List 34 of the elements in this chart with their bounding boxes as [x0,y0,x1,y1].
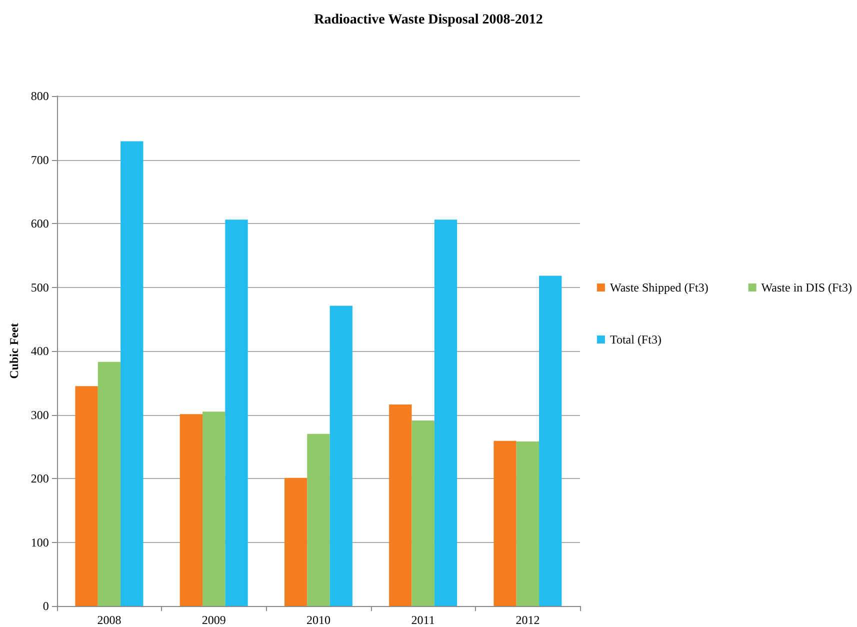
bar [389,404,412,606]
x-tick-label: 2009 [202,613,226,627]
y-tick-label: 600 [30,216,49,230]
y-axis-title: Cubic Feet [7,323,21,379]
bar [98,362,121,606]
bar [516,442,540,606]
x-tick-label: 2011 [411,613,435,627]
bar [202,412,226,606]
bar [412,420,434,606]
bar [307,434,330,606]
legend-label: Waste in DIS (Ft3) [761,280,852,294]
y-tick-label: 200 [30,472,49,486]
y-tick-label: 300 [30,408,49,422]
bar [75,386,98,606]
chart-title: Radioactive Waste Disposal 2008-2012 [314,12,543,28]
legend-label: Total (Ft3) [610,332,662,346]
bar [180,414,202,606]
y-tick-label: 100 [30,535,49,550]
bar [330,306,352,606]
y-tick-label: 700 [30,152,49,167]
bar [539,276,562,606]
bar [434,220,458,606]
bar [225,220,248,606]
y-tick-label: 500 [30,280,49,294]
bar [120,141,144,606]
y-tick-label: 400 [30,344,49,358]
bar [494,440,516,606]
x-tick-label: 2010 [306,613,330,627]
bar [284,478,308,606]
y-tick-label: 0 [42,599,49,613]
y-tick-label: 800 [30,89,49,103]
legend-label: Waste Shipped (Ft3) [610,280,708,294]
x-tick-label: 2012 [516,613,540,627]
x-tick-label: 2008 [97,613,122,627]
